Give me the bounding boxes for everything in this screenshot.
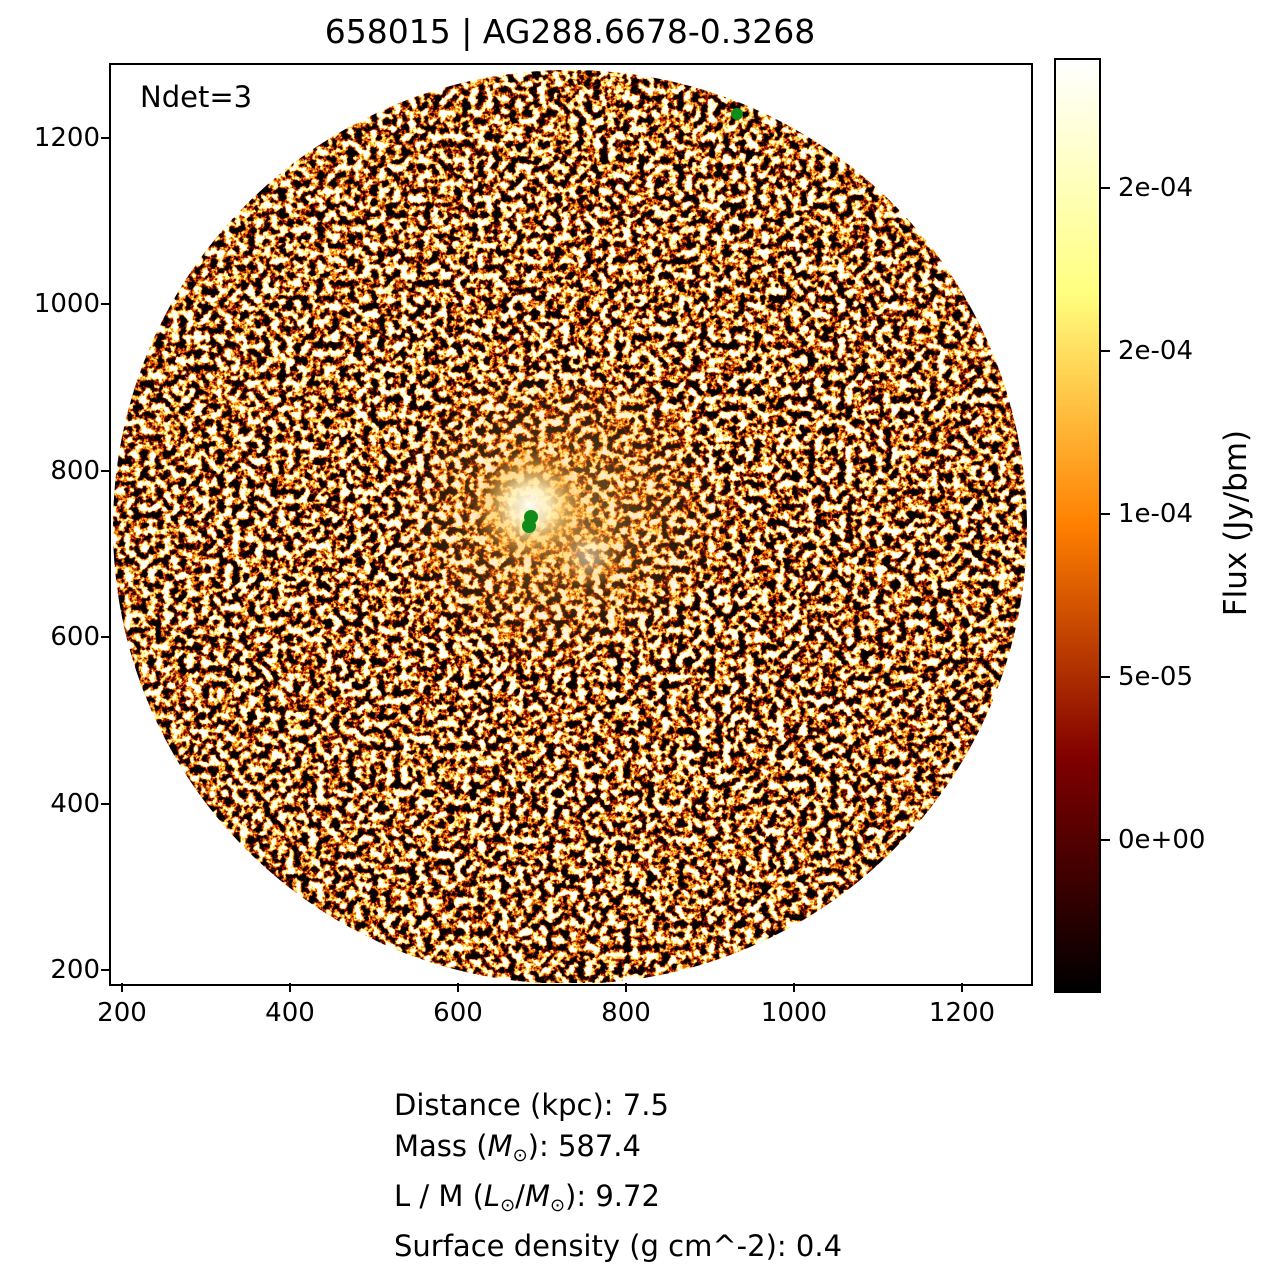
central-source-core [472,448,588,564]
info-line-segment: M [487,1129,513,1163]
detection-marker [522,519,536,533]
y-axis-tick-label: 800 [50,456,100,486]
info-line-segment: / [515,1179,525,1214]
x-axis-tick [289,983,291,992]
colorbar-tick-label: 2e-04 [1118,336,1194,366]
y-axis-tick [101,470,110,472]
fov-circle [113,70,1027,983]
colorbar-tick [1101,350,1110,352]
x-axis-tick-label: 200 [97,998,147,1028]
x-axis-tick [457,983,459,992]
x-axis-tick-label: 400 [265,998,315,1028]
colorbar-tick [1101,513,1110,515]
y-axis-tick [101,636,110,638]
x-axis-tick-label: 600 [433,998,483,1028]
info-line-segment: L / M ( [394,1179,484,1214]
y-axis-tick [101,303,110,305]
colorbar-tick-label: 0e+00 [1118,825,1206,855]
secondary-bright-patch [554,522,622,590]
x-axis-tick [121,983,123,992]
y-axis-tick-label: 200 [50,955,100,985]
x-axis-tick [793,983,795,992]
colorbar-tick-label: 5e-05 [1118,662,1194,692]
colorbar-tick-label: 1e-04 [1118,499,1194,529]
x-axis-tick [961,983,963,992]
colorbar [1054,58,1101,993]
x-axis-tick [625,983,627,992]
plot-area: Ndet=3 [109,63,1033,986]
info-line-segment: Surface density (g cm^-2): 0.4 [394,1229,843,1264]
flux-map [113,70,1027,983]
figure-title: 658015 | AG288.6678-0.3268 [324,12,816,51]
ndet-annotation: Ndet=3 [140,80,253,114]
info-text-block: Distance (kpc): 7.5 Mass (M⊙): 587.4 L / M… [394,1085,842,1267]
y-axis-tick-label: 1000 [33,289,100,319]
y-axis-tick-label: 400 [50,789,100,819]
colorbar-tick [1101,676,1110,678]
info-line-mass: Mass (M⊙): 587.4 [394,1126,842,1176]
y-axis-tick-label: 600 [50,622,100,652]
info-line-l-over-m: L / M (L⊙/M⊙): 9.72 [394,1176,842,1226]
colorbar-tick [1101,839,1110,841]
info-line-surface-density: Surface density (g cm^-2): 0.4 [394,1226,842,1267]
x-axis-tick-label: 1000 [760,998,828,1028]
y-axis-tick-label: 1200 [33,123,100,153]
info-line-segment: Distance (kpc): 7.5 [394,1088,669,1122]
info-line-segment: L [483,1179,501,1214]
info-line-segment: ): 9.72 [565,1179,660,1214]
y-axis-tick [101,137,110,139]
info-line-segment: M [524,1179,550,1214]
colorbar-tick [1101,187,1110,189]
detection-markers [522,108,743,533]
colorbar-axis-label: Flux (Jy/bm) [1218,429,1254,617]
x-axis-tick-label: 800 [601,998,651,1028]
info-line-segment: ⊙ [512,1145,528,1167]
colorbar-tick-label: 2e-04 [1118,173,1194,203]
x-axis-tick-label: 1200 [928,998,996,1028]
info-line-segment: ⊙ [549,1195,566,1217]
y-axis-tick [101,803,110,805]
info-line-segment: ): 587.4 [527,1129,641,1163]
detection-marker [731,108,743,120]
y-axis-tick [101,969,110,971]
info-line-distance: Distance (kpc): 7.5 [394,1085,842,1126]
info-line-segment: ⊙ [500,1195,516,1217]
info-line-segment: Mass ( [394,1129,488,1163]
